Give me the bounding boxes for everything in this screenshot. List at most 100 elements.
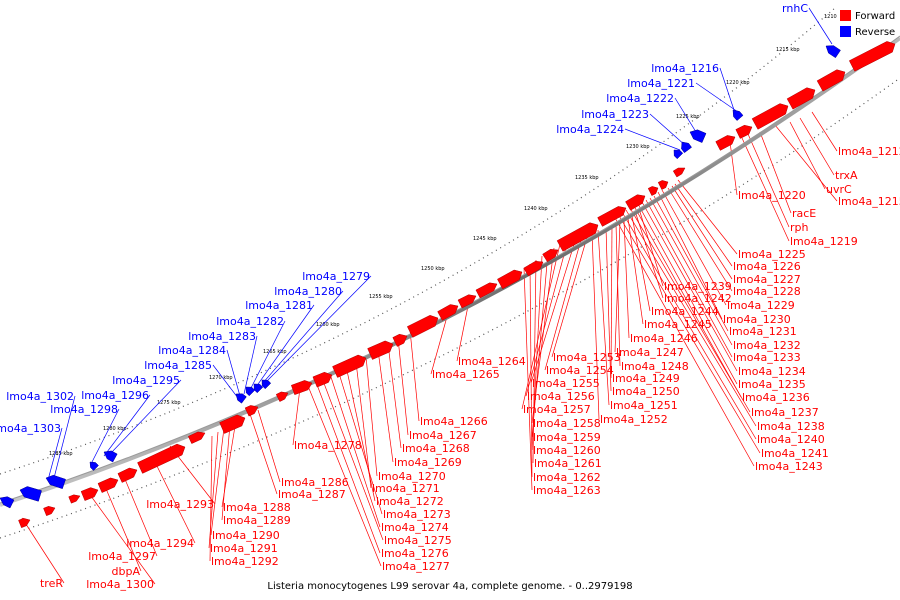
leader-line xyxy=(613,215,755,467)
reverse-gene-arrow xyxy=(103,450,118,463)
gene-label: lmo4a_1291 xyxy=(210,542,278,555)
label-leader-lines xyxy=(21,7,838,585)
forward-gene-arrow xyxy=(244,405,259,417)
forward-gene-arrow xyxy=(848,41,896,72)
scale-tick-label: 1235 kbp xyxy=(575,175,599,181)
leader-line xyxy=(103,394,151,457)
leader-line xyxy=(617,213,761,454)
forward-gene-arrow xyxy=(367,340,394,360)
gene-label: lmo4a_1300 xyxy=(86,578,154,591)
gene-label: lmo4a_1271 xyxy=(372,482,440,495)
leader-line xyxy=(523,267,533,491)
forward-gene-arrow xyxy=(751,103,789,130)
leader-line xyxy=(355,361,372,489)
leader-line xyxy=(808,7,833,45)
leader-line xyxy=(409,329,420,422)
scale-tick-label: 1275 kbp xyxy=(157,400,181,406)
leader-line xyxy=(337,369,383,515)
gene-label: lmo4a_1296 xyxy=(81,389,149,402)
gene-label: lmo4a_1257 xyxy=(523,403,591,416)
leader-line xyxy=(529,263,533,478)
leader-line xyxy=(789,121,826,190)
scale-tick-label: 1245 kbp xyxy=(473,236,497,242)
forward-gene-arrow xyxy=(219,414,246,434)
gene-label: lmo4a_1259 xyxy=(533,431,601,444)
leader-line xyxy=(799,117,835,176)
forward-gene-arrow xyxy=(43,506,56,517)
gene-label: lmo4a_1282 xyxy=(216,315,284,328)
gene-label: lmo4a_1274 xyxy=(381,521,449,534)
leader-line xyxy=(210,427,225,536)
scale-tick-label: 1270 kbp xyxy=(209,375,233,381)
forward-gene-arrow xyxy=(647,186,659,196)
leader-line xyxy=(151,455,196,544)
reverse-gene-arrow xyxy=(89,461,99,471)
reverse-gene-arrow xyxy=(245,386,256,397)
gene-label: lmo4a_1227 xyxy=(733,273,801,286)
forward-gene-arrow xyxy=(786,87,816,110)
leader-line xyxy=(255,304,315,388)
gene-label: lmo4a_1221 xyxy=(627,77,695,90)
leader-line xyxy=(53,395,76,479)
forward-gene-arrow xyxy=(332,354,367,378)
leader-line xyxy=(674,97,697,133)
leader-line xyxy=(292,387,301,446)
leader-line xyxy=(661,189,727,306)
forward-gene-arrow xyxy=(18,518,31,529)
leader-line xyxy=(629,207,751,413)
leader-line xyxy=(307,385,382,567)
scale-tick-label: 1225 kbp xyxy=(676,114,700,120)
gene-label: lmo4a_1241 xyxy=(761,447,829,460)
leader-line xyxy=(315,381,381,554)
leader-line xyxy=(649,197,733,346)
scale-ticks: 1210 1215 kbp 1220 kbp 1225 kbp 1230 kbp 1235… xyxy=(49,14,837,457)
gene-label: lmo4a_1270 xyxy=(378,470,446,483)
leader-line xyxy=(243,335,258,395)
leader-line xyxy=(635,213,664,299)
leader-line xyxy=(624,128,681,151)
leader-line xyxy=(759,131,792,214)
leader-line xyxy=(91,408,120,463)
scale-tick-label: 1280 kbp xyxy=(103,426,127,432)
legend: Forward Reverse xyxy=(840,10,895,38)
leader-line xyxy=(610,225,613,379)
leader-line xyxy=(249,413,278,495)
forward-gene-arrow xyxy=(542,249,559,263)
gene-label: uvrC xyxy=(826,183,852,196)
leader-line xyxy=(633,205,742,398)
forward-gene-arrow xyxy=(523,260,544,277)
reverse-gene-arrow xyxy=(681,141,692,154)
leader-line xyxy=(591,231,600,420)
leader-line xyxy=(87,491,156,585)
legend-forward-label: Forward xyxy=(855,11,895,22)
gene-label: lmo4a_1288 xyxy=(223,501,291,514)
gene-label: lmo4a_1242 xyxy=(664,292,732,305)
leader-line xyxy=(329,373,381,528)
leader-line xyxy=(747,133,790,228)
leader-line xyxy=(249,320,286,391)
gene-label: lmo4a_1229 xyxy=(727,299,795,312)
leader-line xyxy=(47,427,63,481)
gene-label: lmo4a_1231 xyxy=(729,325,797,338)
leader-line xyxy=(551,233,589,358)
gene-label: lmo4a_1297 xyxy=(88,550,156,563)
gene-label: lmo4a_1302 xyxy=(6,390,74,403)
forward-gene-arrow xyxy=(68,494,81,504)
gene-label: lmo4a_1212 xyxy=(838,145,900,158)
leader-line xyxy=(525,239,569,397)
leader-line xyxy=(811,111,838,152)
gene-label: lmo4a_1289 xyxy=(223,514,291,527)
forward-gene-arrow xyxy=(406,315,439,338)
leader-line xyxy=(226,349,241,397)
gene-label: lmo4a_1228 xyxy=(733,285,801,298)
gene-label: lmo4a_1243 xyxy=(755,460,823,473)
leader-line xyxy=(365,355,378,477)
gene-label: dbpA xyxy=(112,565,141,578)
leader-line xyxy=(532,259,537,464)
forward-gene-arrow xyxy=(672,167,686,178)
forward-gene-arrow xyxy=(187,431,206,444)
gene-label: lmo4a_1265 xyxy=(432,368,500,381)
forward-gene-arrow xyxy=(457,294,477,309)
forward-gene-arrow xyxy=(80,487,99,501)
